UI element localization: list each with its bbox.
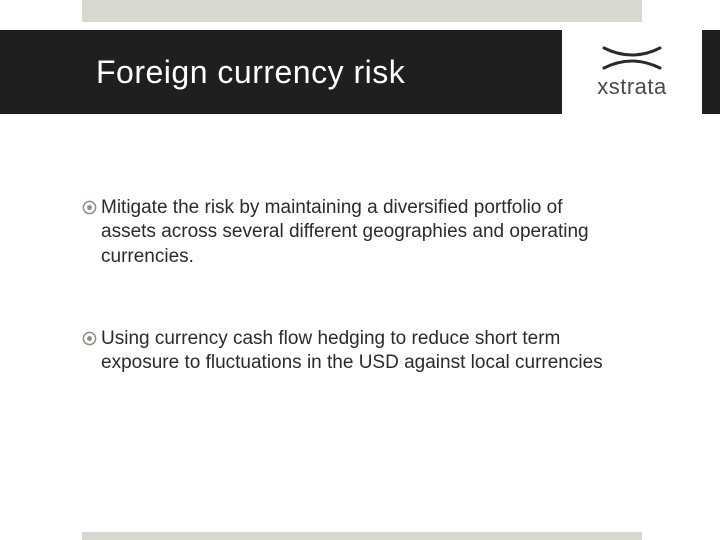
target-bullet-icon [82,200,97,215]
logo-box: xstrata [562,30,702,114]
xstrata-logo-icon [602,44,662,72]
bullet-item: Using currency cash flow hedging to redu… [82,327,612,376]
slide-container: Foreign currency risk xstrata Mitigate t… [0,0,720,540]
bullet-item: Mitigate the risk by maintaining a diver… [82,196,612,269]
bullet-text: Using currency cash flow hedging to redu… [101,327,612,376]
target-bullet-icon [82,331,97,346]
top-accent-stripe [82,0,642,22]
logo-wordmark: xstrata [597,74,667,100]
bottom-accent-stripe [82,532,642,540]
bullet-text: Mitigate the risk by maintaining a diver… [101,196,612,269]
slide-title: Foreign currency risk [96,54,405,91]
body-content: Mitigate the risk by maintaining a diver… [82,196,612,434]
